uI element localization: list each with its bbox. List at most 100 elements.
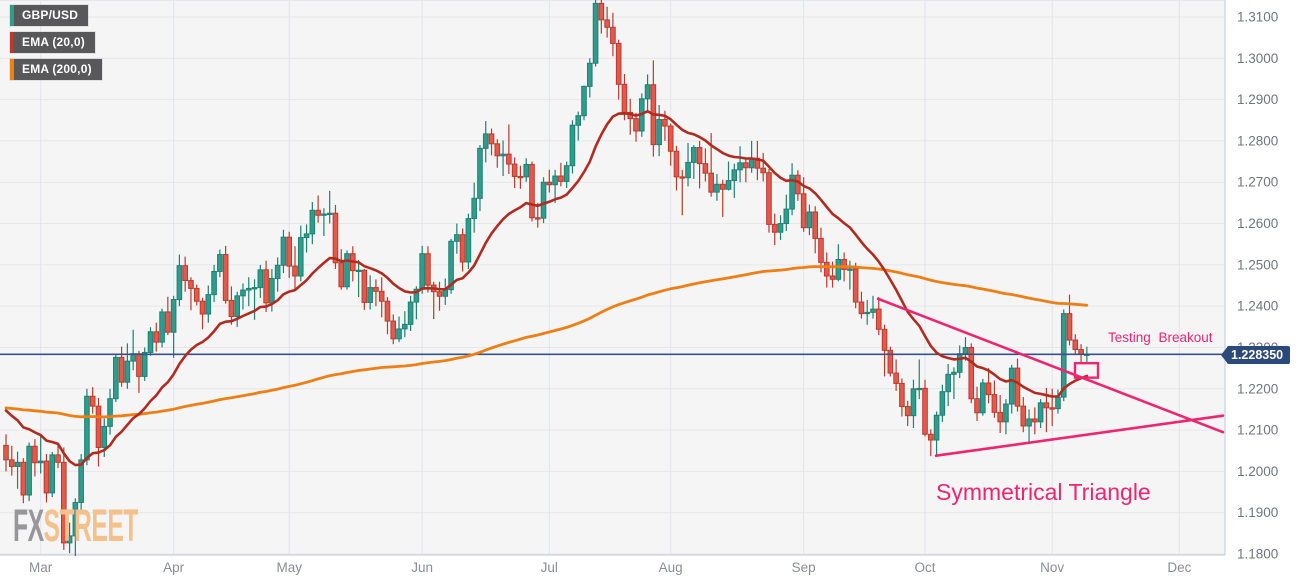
candle-body xyxy=(922,387,928,435)
candle-body xyxy=(673,150,680,178)
y-axis-label: 1.2900 xyxy=(1237,92,1278,107)
triangle-lower-trendline[interactable] xyxy=(934,414,1225,458)
candle-body xyxy=(795,174,801,195)
candle-body xyxy=(176,265,183,301)
candle-body xyxy=(500,153,506,157)
candle-body xyxy=(1014,367,1021,407)
candle-body xyxy=(84,395,90,461)
candle-body xyxy=(858,301,865,315)
candle-body xyxy=(454,234,460,242)
candle-body xyxy=(407,301,414,325)
candle-body xyxy=(43,460,50,494)
candle-body xyxy=(610,26,616,44)
candle-body xyxy=(766,172,772,225)
candle-body xyxy=(159,311,165,343)
candle-body xyxy=(32,445,38,464)
candle-body xyxy=(113,356,119,400)
candle-body xyxy=(835,258,842,280)
candle-body xyxy=(3,444,9,461)
legend-item-ema20[interactable]: EMA (20,0) xyxy=(10,32,95,53)
candle-body xyxy=(644,84,651,100)
candle-body xyxy=(280,236,287,266)
candle-body xyxy=(598,2,605,21)
testing-breakout-label: Testing Breakout xyxy=(1108,330,1213,345)
candle-body xyxy=(575,115,582,126)
candle-body xyxy=(991,394,998,413)
candle-body xyxy=(517,175,524,179)
ema200-label: EMA (200,0) xyxy=(22,62,92,76)
candle-body xyxy=(812,211,819,239)
candle-body xyxy=(928,433,934,441)
candle-body xyxy=(881,328,888,351)
candle-body xyxy=(945,373,951,393)
candle-body xyxy=(1026,418,1032,427)
candle-body xyxy=(147,331,154,353)
candle-body xyxy=(8,459,15,467)
candle-body xyxy=(968,346,975,400)
candle-body xyxy=(581,85,587,117)
candle-body xyxy=(904,406,911,417)
candle-body xyxy=(1066,313,1073,341)
candle-body xyxy=(939,391,946,416)
legend-item-ema200[interactable]: EMA (200,0) xyxy=(10,59,102,80)
candle-body xyxy=(425,253,431,286)
y-axis-label: 1.2100 xyxy=(1237,423,1278,438)
candle-body xyxy=(997,411,1003,423)
candle-body xyxy=(413,288,420,303)
candle-body xyxy=(332,212,339,264)
candle-body xyxy=(72,501,79,537)
x-axis-label: Mar xyxy=(29,560,53,575)
candle-body xyxy=(303,233,310,239)
candle-body xyxy=(656,118,662,146)
x-axis-label: Apr xyxy=(163,560,185,575)
candle-body xyxy=(66,535,73,544)
x-axis-label: May xyxy=(276,560,302,575)
candle-body xyxy=(586,62,593,87)
y-axis-label: 1.2800 xyxy=(1237,133,1278,148)
candle-body xyxy=(540,181,547,219)
candle-body xyxy=(962,346,969,355)
candle-body xyxy=(899,382,905,408)
candle-body xyxy=(315,209,321,216)
x-axis-label: Nov xyxy=(1040,560,1064,575)
candle-body xyxy=(344,253,350,288)
candle-body xyxy=(771,223,778,233)
candle-body xyxy=(841,258,847,270)
candle-body xyxy=(118,356,125,383)
candle-body xyxy=(569,124,576,167)
candle-body xyxy=(615,42,622,85)
y-axis-label: 1.2400 xyxy=(1237,299,1278,314)
x-axis-label: Oct xyxy=(915,560,936,575)
candle-body xyxy=(193,287,200,302)
candle-body xyxy=(205,294,212,315)
candle-body xyxy=(182,265,188,282)
candle-body xyxy=(257,269,264,289)
y-axis-label: 1.2600 xyxy=(1237,216,1278,231)
ema20-color-swatch xyxy=(10,32,14,53)
candle-body xyxy=(985,382,992,396)
triangle-upper-trendline[interactable] xyxy=(876,297,1225,434)
breakout-target-box[interactable] xyxy=(1073,361,1100,379)
candle-body xyxy=(188,280,194,289)
candle-body xyxy=(887,349,894,374)
candle-body xyxy=(956,353,963,373)
candle-body xyxy=(170,299,177,333)
candle-body xyxy=(136,353,142,377)
candle-body xyxy=(55,454,61,463)
candle-body xyxy=(494,143,501,157)
y-axis-label: 1.2700 xyxy=(1237,175,1278,190)
candle-body xyxy=(951,371,957,375)
legend: GBP/USD EMA (20,0) EMA (200,0) xyxy=(10,5,102,86)
candle-body xyxy=(488,133,495,145)
candle-body xyxy=(737,162,743,171)
candle-body xyxy=(459,234,466,263)
x-axis-label: Dec xyxy=(1167,560,1191,575)
candle-body xyxy=(685,161,691,179)
y-axis-label: 1.1900 xyxy=(1237,505,1278,520)
candle-body xyxy=(1049,407,1055,410)
legend-item-symbol[interactable]: GBP/USD xyxy=(10,5,89,26)
candle-body xyxy=(228,299,235,317)
candle-body xyxy=(269,277,275,304)
